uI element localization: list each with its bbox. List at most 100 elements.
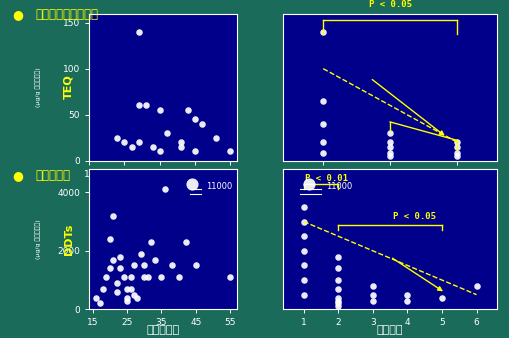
Point: [333, 298, 342, 303]
Point: [155, 107, 163, 113]
Point: [177, 140, 185, 145]
Point: [112, 280, 121, 286]
Point: [112, 289, 121, 294]
Point: [319, 150, 327, 156]
Text: TEQ: TEQ: [64, 75, 74, 99]
Point: [134, 140, 143, 145]
Point: [130, 292, 138, 297]
Point: [319, 98, 327, 103]
Point: [155, 149, 163, 154]
Point: [368, 298, 376, 303]
Point: [134, 29, 143, 34]
Point: [144, 274, 152, 280]
Point: [319, 140, 327, 145]
Point: [299, 219, 307, 224]
Point: [452, 150, 460, 156]
Text: 年齢（才）: 年齢（才）: [147, 324, 179, 335]
Text: インドのゴミ集積場: インドのゴミ集積場: [36, 8, 99, 21]
Point: [452, 144, 460, 149]
Text: DDTs: DDTs: [64, 223, 74, 255]
Point: [385, 153, 393, 159]
Point: [385, 130, 393, 136]
Text: カンボジア: カンボジア: [36, 169, 71, 182]
Point: [385, 140, 393, 145]
Point: [134, 103, 143, 108]
Point: [136, 251, 145, 257]
Point: [452, 153, 460, 159]
Text: P < 0.05: P < 0.05: [392, 212, 435, 221]
Point: [105, 237, 114, 242]
Point: [319, 121, 327, 126]
Point: [197, 121, 206, 126]
Point: [130, 263, 138, 268]
Point: [102, 274, 110, 280]
Point: [140, 274, 148, 280]
Point: [225, 149, 234, 154]
Point: [385, 144, 393, 149]
Point: [299, 292, 307, 297]
Point: [123, 295, 131, 300]
Text: ●: ●: [13, 8, 23, 21]
Point: [148, 144, 156, 149]
Point: [299, 248, 307, 254]
Point: [126, 286, 134, 291]
Point: [162, 130, 171, 136]
Point: [191, 263, 200, 268]
Point: [452, 140, 460, 145]
Point: [109, 257, 117, 262]
Point: [133, 295, 141, 300]
Point: [140, 263, 148, 268]
Point: [333, 254, 342, 259]
Text: 11000: 11000: [206, 182, 232, 191]
Text: P < 0.01: P < 0.01: [304, 174, 347, 183]
Point: [109, 213, 117, 218]
Text: ●: ●: [13, 169, 23, 182]
Point: [190, 117, 199, 122]
Point: [120, 140, 128, 145]
Text: 11000: 11000: [326, 182, 352, 191]
Point: [226, 274, 234, 280]
Point: [212, 135, 220, 140]
Point: [333, 286, 342, 291]
Point: [116, 266, 124, 271]
Point: [183, 107, 191, 113]
Point: [123, 286, 131, 291]
Point: [333, 295, 342, 300]
Point: [333, 277, 342, 283]
Point: [123, 298, 131, 303]
Point: [437, 295, 445, 300]
Point: [190, 149, 199, 154]
Point: [299, 234, 307, 239]
Point: [126, 274, 134, 280]
Text: (μg/g 脳脂当たり): (μg/g 脳脂当たり): [36, 67, 41, 107]
Point: [174, 274, 182, 280]
Point: [471, 283, 479, 289]
Point: [141, 103, 149, 108]
Point: [385, 150, 393, 156]
Point: [119, 274, 127, 280]
Text: (μg/g 脳脂当たり): (μg/g 脳脂当たり): [36, 219, 41, 259]
Point: [105, 266, 114, 271]
Point: [92, 295, 100, 300]
Point: [319, 29, 327, 34]
Point: [188, 181, 196, 186]
Point: [403, 298, 411, 303]
Point: [95, 301, 103, 306]
Point: [368, 292, 376, 297]
Text: P < 0.05: P < 0.05: [368, 0, 411, 9]
Point: [181, 239, 189, 245]
Point: [368, 283, 376, 289]
Point: [299, 204, 307, 210]
Point: [403, 292, 411, 297]
Point: [160, 187, 168, 192]
Point: [299, 263, 307, 268]
Point: [113, 135, 121, 140]
Point: [333, 304, 342, 309]
Point: [150, 257, 158, 262]
Point: [333, 301, 342, 306]
Point: [99, 286, 107, 291]
Point: [167, 263, 176, 268]
Point: [299, 277, 307, 283]
Point: [157, 274, 165, 280]
Point: [304, 181, 313, 186]
